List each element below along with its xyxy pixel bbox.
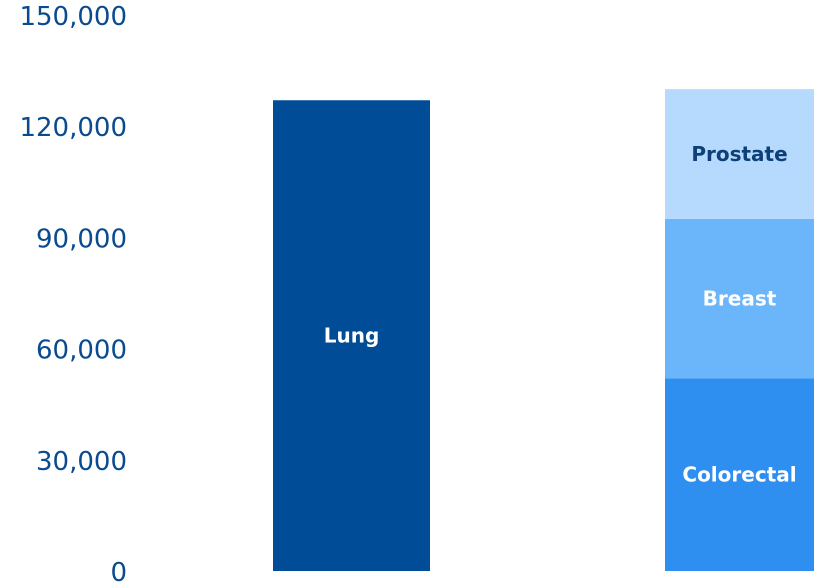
bar-segment-label-prostate: Prostate <box>691 142 787 166</box>
bar-segment-breast <box>665 218 814 379</box>
bar-segment-label-colorectal: Colorectal <box>682 463 796 487</box>
bar-segment-colorectal <box>665 378 814 571</box>
bar-segment-label-lung: Lung <box>324 324 380 348</box>
y-tick-label: 60,000 <box>36 336 127 366</box>
bars: Lung Colorectal Breast Prostate <box>273 89 814 572</box>
y-tick-label: 0 <box>110 558 127 583</box>
y-axis: 0 30,000 60,000 90,000 120,000 150,000 <box>19 2 127 583</box>
bar-segment-lung <box>273 100 430 572</box>
y-tick-label: 150,000 <box>19 2 127 32</box>
bar-segment-label-breast: Breast <box>703 287 777 311</box>
y-tick-label: 120,000 <box>19 113 127 143</box>
y-tick-label: 30,000 <box>36 447 127 477</box>
y-tick-label: 90,000 <box>36 224 127 254</box>
bar-segment-prostate <box>665 89 814 219</box>
